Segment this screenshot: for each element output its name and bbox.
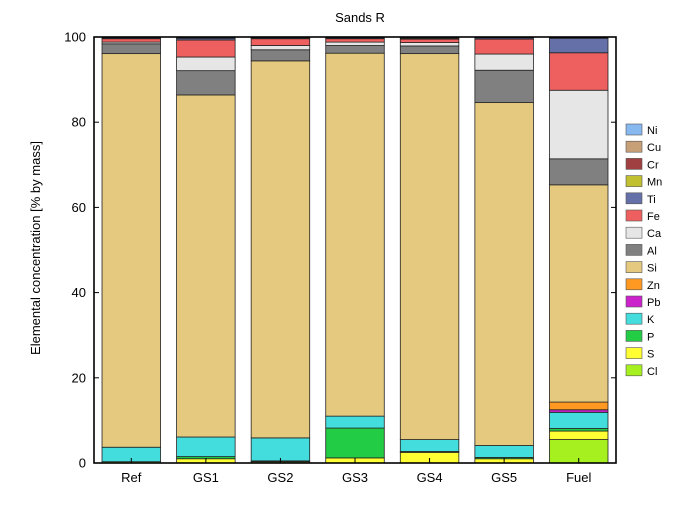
legend-swatch-cu	[625, 140, 643, 153]
y-tick-label: 60	[72, 200, 86, 215]
y-tick-label: 80	[72, 115, 86, 130]
bar-segment-al-gs1	[176, 70, 236, 96]
legend-label-si: Si	[647, 263, 657, 275]
bar-segment-fe-gs2	[250, 38, 311, 46]
bar-segment-al-gs5	[474, 69, 534, 104]
legend-swatch-p	[625, 330, 643, 342]
legend-swatch-cr	[625, 158, 643, 170]
bar-segment-zn-fuel	[549, 401, 609, 411]
legend-label-ti: Ti	[647, 194, 656, 206]
legend-swatch-mn	[625, 175, 643, 187]
legend-swatch-zn	[625, 278, 643, 291]
axes-group: 0 20 40 60 80 100 Ref GS1 GS2 GS3 GS4 GS5 Fuel	[64, 30, 617, 485]
bar-segment-si-gs4	[399, 53, 460, 440]
bar-segment-k-gs1	[176, 436, 236, 458]
legend-label-ni: Ni	[647, 125, 657, 137]
x-tick-label-fuel: Fuel	[566, 470, 591, 485]
y-axis-label: Elemental concentration [% by mass]	[28, 141, 43, 355]
legend-label-al: Al	[647, 245, 657, 257]
bar-segment-si-gs5	[474, 102, 534, 446]
y-tick-label: 0	[79, 456, 86, 471]
legend-label-zn: Zn	[647, 280, 660, 292]
bar-segment-al-gs2	[250, 49, 311, 62]
y-tick-label: 100	[64, 30, 86, 45]
bar-segment-si-gs2	[250, 60, 311, 439]
bar-segment-al-fuel	[549, 158, 609, 186]
bar-segment-ti-fuel	[549, 37, 609, 54]
bar-segment-al-ref	[101, 43, 161, 55]
legend-label-s: S	[647, 349, 654, 361]
legend-label-ca: Ca	[647, 228, 662, 240]
chart-title: Sands R	[335, 10, 385, 25]
legend-swatch-ni	[625, 123, 643, 136]
bar-segment-fe-gs1	[176, 39, 236, 58]
bar-segment-si-gs1	[176, 94, 236, 438]
bar-segment-si-fuel	[549, 184, 609, 403]
bar-segment-ca-gs1	[176, 56, 236, 72]
bar-segment-fe-gs3	[325, 38, 385, 43]
legend-swatch-al	[625, 244, 643, 256]
bar-segment-fe-ref	[101, 38, 161, 43]
y-tick-label: 20	[72, 370, 86, 385]
bar-segment-ti-gs3	[325, 37, 385, 40]
bars-group	[101, 36, 609, 464]
legend-label-fe: Fe	[647, 211, 660, 223]
bar-segment-fe-gs5	[474, 38, 534, 55]
bar-segment-p-gs3	[325, 427, 385, 459]
x-tick-label-ref: Ref	[121, 470, 142, 485]
bar-segment-k-gs3	[325, 415, 385, 429]
legend-label-pb: Pb	[647, 297, 660, 309]
bar-segment-ca-gs2	[250, 45, 311, 51]
y-tick-label: 40	[72, 285, 86, 300]
legend-swatch-s	[625, 347, 643, 359]
legend-swatch-ti	[625, 192, 643, 205]
bar-segment-ca-gs4	[399, 42, 460, 47]
x-tick-label-gs5: GS5	[491, 470, 517, 485]
legend-label-mn: Mn	[647, 177, 662, 189]
legend-swatch-k	[625, 312, 643, 325]
x-tick-label-gs3: GS3	[342, 470, 368, 485]
bar-segment-k-gs4	[399, 439, 460, 452]
legend-swatch-fe	[625, 209, 643, 222]
legend-swatch-cl	[625, 364, 643, 377]
bar-segment-si-ref	[101, 53, 161, 448]
legend-swatch-pb	[625, 295, 643, 308]
legend-label-p: P	[647, 331, 654, 343]
bar-segment-al-gs4	[399, 45, 460, 55]
bar-segment-al-gs3	[325, 45, 385, 54]
legend-label-cu: Cu	[647, 142, 661, 154]
bar-segment-si-gs3	[325, 52, 385, 417]
x-tick-label-gs4: GS4	[417, 470, 443, 485]
bar-segment-ca-gs5	[474, 53, 534, 71]
x-tick-label-gs1: GS1	[193, 470, 219, 485]
bar-segment-k-gs2	[250, 437, 311, 462]
x-tick-label-gs2: GS2	[267, 470, 293, 485]
bar-segment-k-fuel	[549, 411, 609, 429]
legend-swatch-si	[625, 261, 643, 273]
legend-label-cl: Cl	[647, 366, 657, 378]
bar-segment-s-fuel	[549, 430, 609, 440]
bar-segment-fe-fuel	[549, 52, 609, 91]
bar-segment-ca-gs3	[325, 41, 385, 46]
legend: Ni Cu Cr Mn Ti Fe Ca Al Si Zn Pb KPS Cl	[625, 123, 662, 378]
bar-segment-fe-gs4	[399, 38, 460, 43]
legend-label-cr: Cr	[647, 159, 659, 171]
legend-swatch-ca	[625, 226, 643, 239]
legend-label-k: K	[647, 314, 655, 326]
bar-segment-ca-fuel	[549, 89, 609, 160]
bar-segment-k-gs5	[474, 445, 534, 458]
